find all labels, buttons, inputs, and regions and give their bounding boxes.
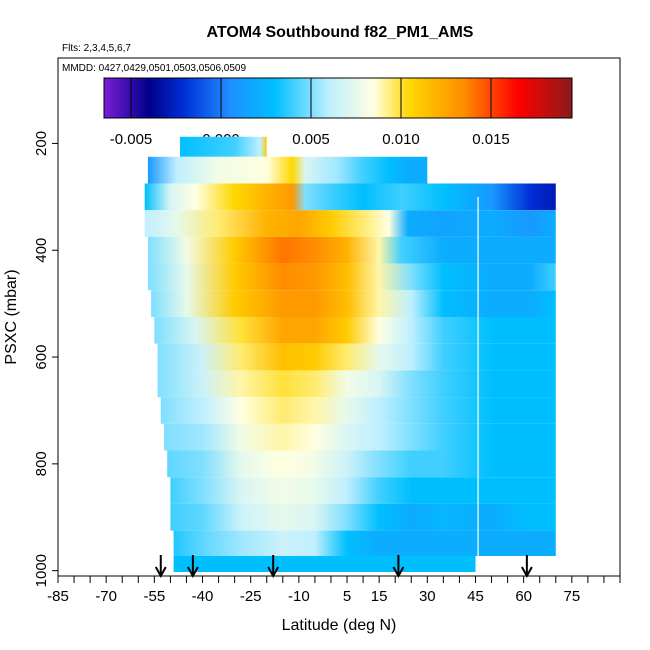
dates-note: MMDD: 0427,0429,0501,0503,0506,0509 bbox=[62, 63, 246, 74]
x-tick-label: 75 bbox=[563, 588, 580, 605]
flights-note: Flts: 2,3,4,5,6,7 bbox=[62, 43, 131, 54]
colorbar-tick-label: 0.005 bbox=[292, 131, 330, 148]
x-axis-label: Latitude (deg N) bbox=[282, 617, 397, 634]
heatmap-band bbox=[173, 555, 476, 572]
chart-title: ATOM4 Southbound f82_PM1_AMS bbox=[207, 24, 474, 41]
colorbar-tick-label: 0.010 bbox=[382, 131, 420, 148]
y-tick-label: 200 bbox=[33, 131, 50, 156]
x-tick-label: -25 bbox=[240, 588, 262, 605]
x-axis: -85 -70 -55 -40 -25 -10 5 15 30 45 60 75 bbox=[47, 576, 621, 605]
y-axis-label: PSXC (mbar) bbox=[3, 269, 20, 364]
y-tick-label: 600 bbox=[33, 345, 50, 370]
heatmap-band bbox=[157, 370, 556, 398]
x-tick-label: 60 bbox=[515, 588, 532, 605]
flight-arrow-head bbox=[520, 566, 533, 579]
x-tick-label: 30 bbox=[419, 588, 436, 605]
x-tick-label: -70 bbox=[95, 588, 117, 605]
y-tick-label: 1000 bbox=[33, 554, 50, 587]
x-tick-label: 5 bbox=[343, 588, 351, 605]
heatmap-layers bbox=[144, 136, 556, 574]
x-tick-label: 15 bbox=[371, 588, 388, 605]
heatmap-band bbox=[147, 236, 556, 264]
heatmap-band bbox=[157, 343, 556, 371]
flight-arrow-head bbox=[267, 566, 280, 579]
x-tick-label: -10 bbox=[288, 588, 310, 605]
heatmap-band bbox=[167, 450, 556, 478]
y-tick-label: 800 bbox=[33, 451, 50, 476]
x-tick-label: -85 bbox=[47, 588, 69, 605]
plot-frame bbox=[57, 57, 621, 577]
y-tick-label: 400 bbox=[33, 238, 50, 263]
flight-arrows bbox=[154, 555, 533, 579]
x-tick-label: 45 bbox=[467, 588, 484, 605]
heatmap-band bbox=[170, 503, 556, 531]
heatmap-band bbox=[154, 317, 556, 344]
flight-arrow-head bbox=[392, 566, 405, 579]
colorbar-gradient bbox=[103, 77, 573, 119]
heatmap-band bbox=[173, 530, 556, 556]
heatmap-band bbox=[147, 156, 428, 184]
heatmap-band bbox=[163, 423, 556, 451]
y-axis: 200 400 600 800 1000 bbox=[33, 131, 58, 587]
heatmap-band bbox=[147, 263, 556, 291]
colorbar-tick-label: -0.005 bbox=[110, 131, 153, 148]
heatmap-band bbox=[144, 210, 556, 237]
heatmap-band bbox=[144, 183, 556, 211]
heatmap-band bbox=[170, 477, 556, 504]
flight-arrow-head bbox=[187, 566, 199, 579]
x-tick-label: -55 bbox=[143, 588, 165, 605]
x-tick-label: -40 bbox=[192, 588, 214, 605]
heatmap-band bbox=[180, 136, 267, 157]
flight-arrow-head bbox=[154, 566, 167, 579]
colorbar-tick-label: 0.015 bbox=[472, 131, 510, 148]
heatmap-band bbox=[160, 397, 556, 424]
heatmap-band bbox=[151, 290, 556, 317]
